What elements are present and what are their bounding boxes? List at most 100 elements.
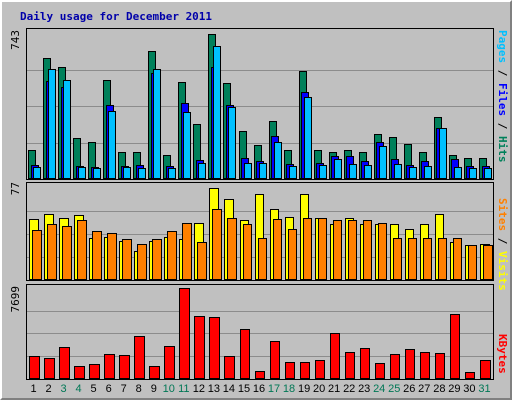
bar-pages-day-17 <box>273 141 282 179</box>
bar-kbytes-day-20 <box>314 360 326 379</box>
x-tick-label: 29 <box>448 383 461 395</box>
bar-kbytes-day-13 <box>209 317 220 379</box>
bar-sites-day-22 <box>347 220 358 280</box>
bar-sites-day-31 <box>483 245 493 280</box>
gridline <box>27 106 493 108</box>
bar-pages-day-19 <box>303 96 312 179</box>
bar-pages-day-26 <box>408 167 417 179</box>
bar-kbytes-day-28 <box>434 352 446 379</box>
bar-pages-day-15 <box>243 163 252 179</box>
bar-kbytes-day-15 <box>239 328 250 379</box>
bar-sites-day-13 <box>212 209 222 280</box>
x-tick-label: 8 <box>135 383 142 395</box>
bar-pages-day-18 <box>288 166 297 179</box>
x-tick-label: 3 <box>60 383 67 395</box>
gridline <box>27 356 493 358</box>
bar-pages-day-4 <box>78 167 87 179</box>
bar-sites-day-21 <box>332 220 343 280</box>
gridline <box>27 69 493 71</box>
bar-sites-day-27 <box>422 238 433 280</box>
bar-kbytes-day-7 <box>119 355 130 379</box>
bar-pages-day-31 <box>484 168 492 179</box>
bar-kbytes-day-27 <box>419 352 431 379</box>
bar-kbytes-day-9 <box>149 366 160 379</box>
bar-kbytes-day-26 <box>404 348 416 379</box>
bar-pages-day-7 <box>123 167 132 179</box>
bar-sites-day-7 <box>122 239 132 280</box>
bar-kbytes-day-6 <box>104 354 115 379</box>
bar-pages-day-8 <box>138 168 147 179</box>
bar-pages-day-20 <box>318 165 327 179</box>
bar-kbytes-day-3 <box>59 346 70 379</box>
x-tick-label: 12 <box>192 383 206 395</box>
bar-sites-day-5 <box>92 230 102 280</box>
bar-sites-day-24 <box>377 222 388 280</box>
bar-pages-day-22 <box>348 164 357 179</box>
legend-hits: Hits <box>496 136 509 163</box>
bar-sites-day-9 <box>152 239 162 280</box>
bar-pages-day-14 <box>228 106 237 179</box>
x-tick-label: 11 <box>178 383 190 395</box>
x-tick-label: 1 <box>30 383 37 395</box>
bar-sites-day-4 <box>77 220 87 280</box>
x-tick-label: 10 <box>162 383 175 395</box>
bar-kbytes-day-5 <box>89 364 100 379</box>
legend-separator: / <box>496 231 509 251</box>
bar-sites-day-3 <box>62 226 72 280</box>
x-tick-label: 14 <box>222 383 236 395</box>
x-tick-label: 17 <box>267 383 281 395</box>
bar-sites-day-20 <box>317 217 328 280</box>
bar-pages-day-11 <box>183 112 192 179</box>
x-tick-label: 6 <box>105 383 112 395</box>
bar-sites-day-19 <box>302 217 313 280</box>
bar-kbytes-day-12 <box>194 316 205 379</box>
bottom-panel-kbytes <box>26 284 494 380</box>
bar-pages-day-9 <box>153 69 162 179</box>
x-tick-label: 30 <box>463 383 476 395</box>
x-tick-label: 18 <box>282 383 296 395</box>
bar-sites-day-12 <box>197 241 207 280</box>
bar-kbytes-day-22 <box>344 352 356 379</box>
legend-files: Files <box>496 83 509 117</box>
bar-kbytes-day-25 <box>389 353 401 379</box>
x-tick-label: 20 <box>312 383 326 395</box>
bar-pages-day-13 <box>213 45 222 179</box>
bar-sites-day-8 <box>137 244 147 280</box>
bar-kbytes-day-17 <box>269 340 280 379</box>
bar-pages-day-29 <box>453 167 462 179</box>
bar-sites-day-6 <box>107 233 117 280</box>
x-tick-label: 25 <box>388 383 401 395</box>
legend-sites: Sites <box>496 198 509 232</box>
x-tick-label: 15 <box>237 383 251 395</box>
x-tick-label: 28 <box>433 383 446 395</box>
bar-pages-day-12 <box>198 163 207 179</box>
top-panel-pages-files-hits <box>26 28 494 180</box>
bar-sites-day-11 <box>182 222 192 280</box>
x-tick-label: 22 <box>343 383 356 395</box>
bar-sites-day-16 <box>257 238 267 280</box>
bar-pages-day-27 <box>423 166 432 179</box>
x-tick-label: 9 <box>150 383 157 395</box>
bar-kbytes-day-31 <box>480 360 491 379</box>
bar-sites-day-26 <box>407 238 418 280</box>
bar-pages-day-1 <box>33 167 41 179</box>
gridline <box>27 333 493 335</box>
x-tick-label: 16 <box>252 383 266 395</box>
bar-kbytes-day-24 <box>374 362 386 379</box>
x-tick-label: 27 <box>418 383 431 395</box>
bar-pages-day-5 <box>93 168 102 179</box>
bar-kbytes-day-18 <box>284 361 295 379</box>
x-axis-day-labels: 1 2 3 4 5 6 7 8 9 10 11 12 13 14 15 16 17 18 19 20 21 22 23 24 2… <box>26 383 492 397</box>
x-tick-label: 13 <box>207 383 221 395</box>
bar-kbytes-day-14 <box>224 356 235 379</box>
bar-kbytes-day-30 <box>464 371 476 379</box>
bar-pages-day-25 <box>393 164 402 179</box>
bar-sites-day-18 <box>287 228 297 280</box>
chart-title: Daily usage for December 2011 <box>20 10 213 23</box>
bottom-panel-max-label: 7699 <box>9 286 22 313</box>
bar-sites-day-30 <box>467 245 478 280</box>
bar-sites-day-29 <box>452 238 463 280</box>
gridline <box>27 142 493 144</box>
bar-kbytes-day-21 <box>329 332 341 379</box>
bottom-panel-legend: KBytes <box>496 334 509 374</box>
